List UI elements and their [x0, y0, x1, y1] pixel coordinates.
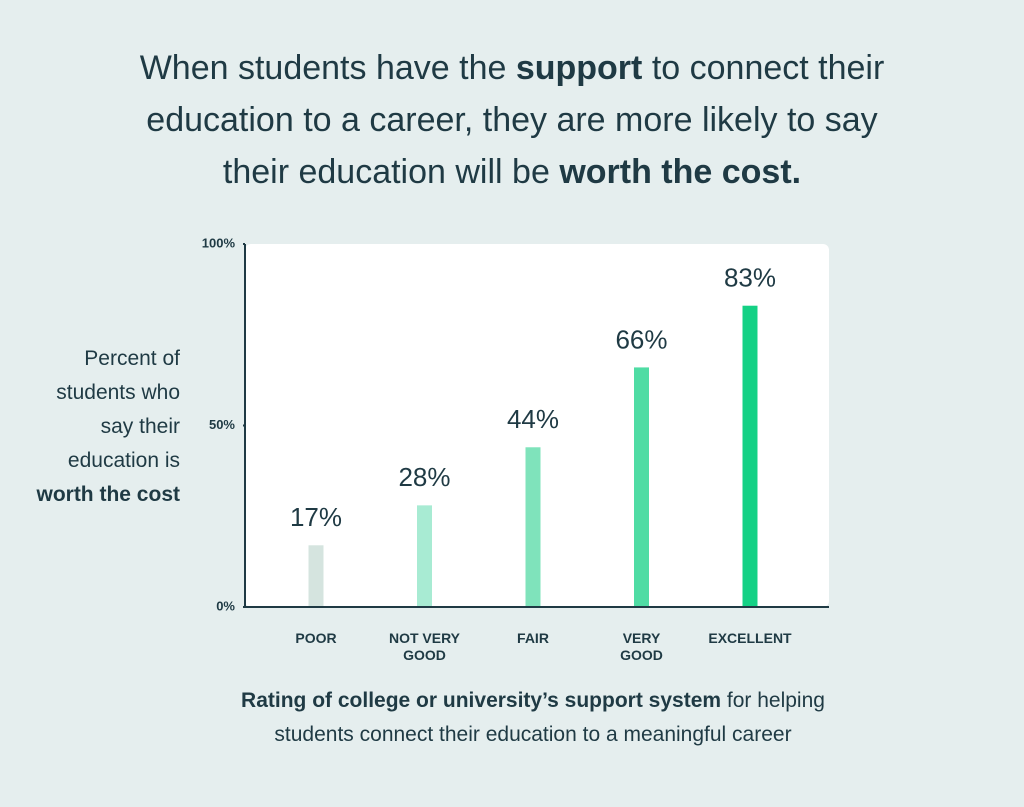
x-tick-label: FAIR: [517, 630, 549, 646]
plot-area: [245, 244, 829, 607]
x-tick-label: POOR: [295, 630, 337, 646]
data-label: 66%: [615, 324, 667, 354]
chart-title: When students have the support to connec…: [0, 42, 1024, 198]
bar: [742, 305, 758, 607]
x-tick-label: EXCELLENT: [708, 630, 792, 646]
text-run: Percent of students who say their educat…: [56, 347, 180, 472]
x-axis-label: Rating of college or university’s suppor…: [133, 684, 933, 752]
text-run: worth the cost: [36, 483, 180, 506]
x-tick-label: NOT VERY GOOD: [388, 630, 461, 663]
text-run: When students have the: [139, 49, 516, 87]
bar: [417, 505, 432, 607]
y-tick-label: 0%: [216, 598, 235, 613]
text-run: to connect their education to a career, …: [146, 49, 885, 191]
text-run: for helping students connect their educa…: [274, 689, 825, 746]
data-label: 17%: [290, 502, 342, 532]
y-tick-label: 50%: [209, 417, 235, 432]
data-label: 83%: [724, 263, 776, 293]
data-label: 44%: [507, 404, 559, 434]
text-run: support: [515, 49, 643, 87]
x-tick-label: VERY GOOD: [620, 630, 663, 663]
bar: [525, 447, 541, 607]
data-label: 28%: [398, 462, 450, 492]
bar: [634, 367, 649, 607]
text-run: Rating of college or university’s suppor…: [241, 689, 722, 712]
y-axis-label: Percent of students who say their educat…: [0, 342, 180, 512]
y-tick-label: 100%: [202, 235, 236, 250]
bar: [308, 545, 324, 607]
text-run: worth the cost.: [559, 153, 802, 191]
